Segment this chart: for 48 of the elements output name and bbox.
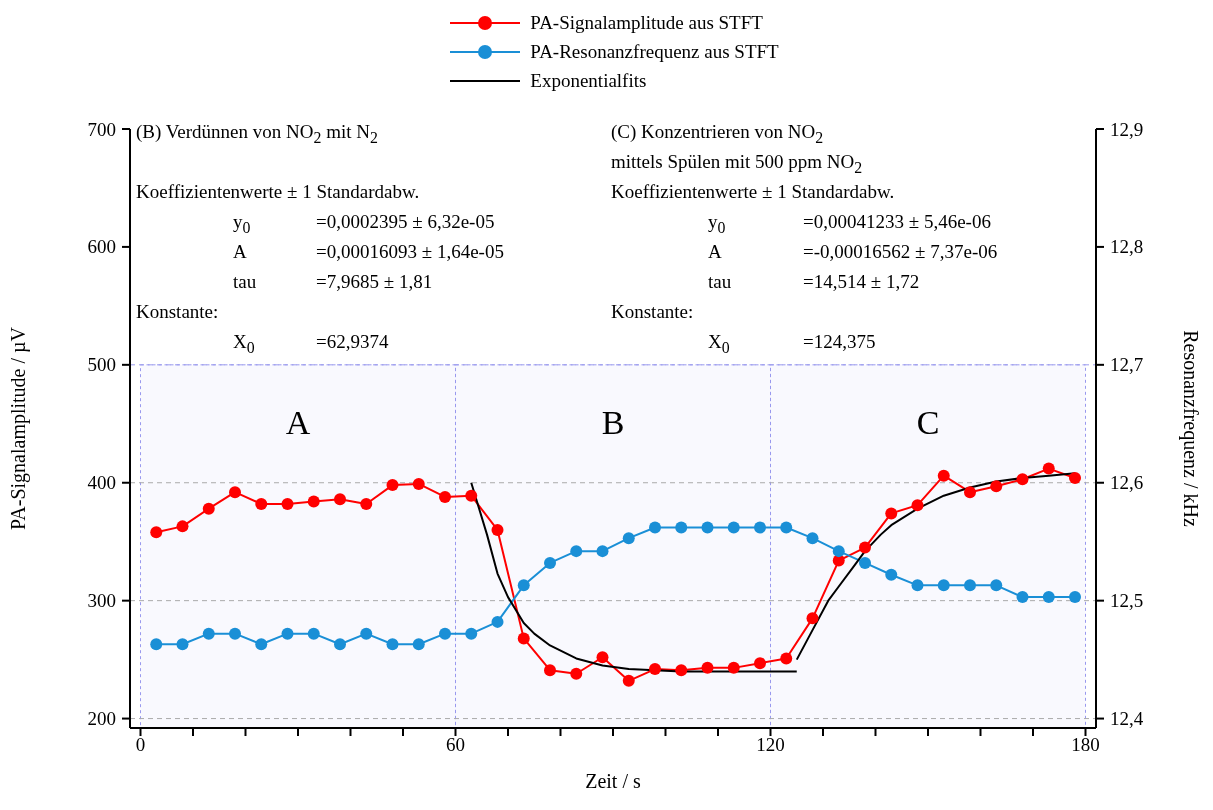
annotation: =62,9374 <box>316 331 389 353</box>
y-tick-label: 400 <box>87 472 116 494</box>
y-tick-label: 500 <box>87 354 116 376</box>
y-tick-label: 300 <box>87 590 116 612</box>
annotation: tau <box>708 271 732 293</box>
band-label: A <box>285 403 311 441</box>
y-tick-label: 200 <box>87 708 116 730</box>
annotation: X$_{0}$ <box>708 331 730 357</box>
annotation: =7,9685 ± 1,81 <box>316 271 433 293</box>
annotation: A <box>708 241 722 263</box>
legend-label: Exponentialfits <box>530 69 647 92</box>
x-tick-label: 120 <box>756 734 785 756</box>
y2-tick-label: 12,9 <box>1110 118 1144 140</box>
annotation: Koeffizientenwerte ± 1 Standardabw. <box>611 181 895 203</box>
annotation: (B) Verdünnen von NO$_{2}$ mit N$_{2}$ <box>136 121 378 147</box>
y2-tick-label: 12,8 <box>1110 236 1144 258</box>
legend-label: PA-Resonanzfrequenz aus STFT <box>530 40 779 63</box>
annotation: A <box>233 241 247 263</box>
annotation: =0,00041233 ± 5,46e-06 <box>803 211 991 233</box>
y2-tick-label: 12,7 <box>1110 354 1144 376</box>
annotation: =14,514 ± 1,72 <box>803 271 920 293</box>
x-tick-label: 0 <box>135 734 146 756</box>
annotation: Konstante: <box>136 301 219 323</box>
annotation: y$_{0}$ <box>233 211 251 237</box>
y-tick-label: 600 <box>87 236 116 258</box>
y-axis-title: PA-Signalamplitude / µV <box>7 326 31 531</box>
y2-axis-title: Resonanzfrequenz / kHz <box>1178 330 1202 527</box>
annotation: y$_{0}$ <box>708 211 726 237</box>
x-tick-label: 180 <box>1071 734 1100 756</box>
annotation: =0,00016093 ± 1,64e-05 <box>316 241 504 263</box>
y2-tick-label: 12,5 <box>1110 590 1144 612</box>
annotation: =-0,00016562 ± 7,37e-06 <box>803 241 998 263</box>
annotation: =0,0002395 ± 6,32e-05 <box>316 211 495 233</box>
y-tick-label: 700 <box>87 118 116 140</box>
annotation: Koeffizientenwerte ± 1 Standardabw. <box>136 181 420 203</box>
band-label: B <box>601 403 625 441</box>
y2-tick-label: 12,6 <box>1110 472 1144 494</box>
x-axis-title: Zeit / s <box>585 770 641 792</box>
annotation: mittels Spülen mit 500 ppm NO$_{2}$ <box>611 151 863 177</box>
annotation: Konstante: <box>611 301 694 323</box>
annotation: =124,375 <box>803 331 876 353</box>
legend-label: PA-Signalamplitude aus STFT <box>530 11 763 34</box>
y2-tick-label: 12,4 <box>1110 708 1144 730</box>
band-label: C <box>916 403 940 441</box>
x-tick-label: 60 <box>446 734 465 756</box>
annotation: tau <box>233 271 257 293</box>
annotation: X$_{0}$ <box>233 331 255 357</box>
annotation: (C) Konzentrieren von NO$_{2}$ <box>611 121 824 147</box>
